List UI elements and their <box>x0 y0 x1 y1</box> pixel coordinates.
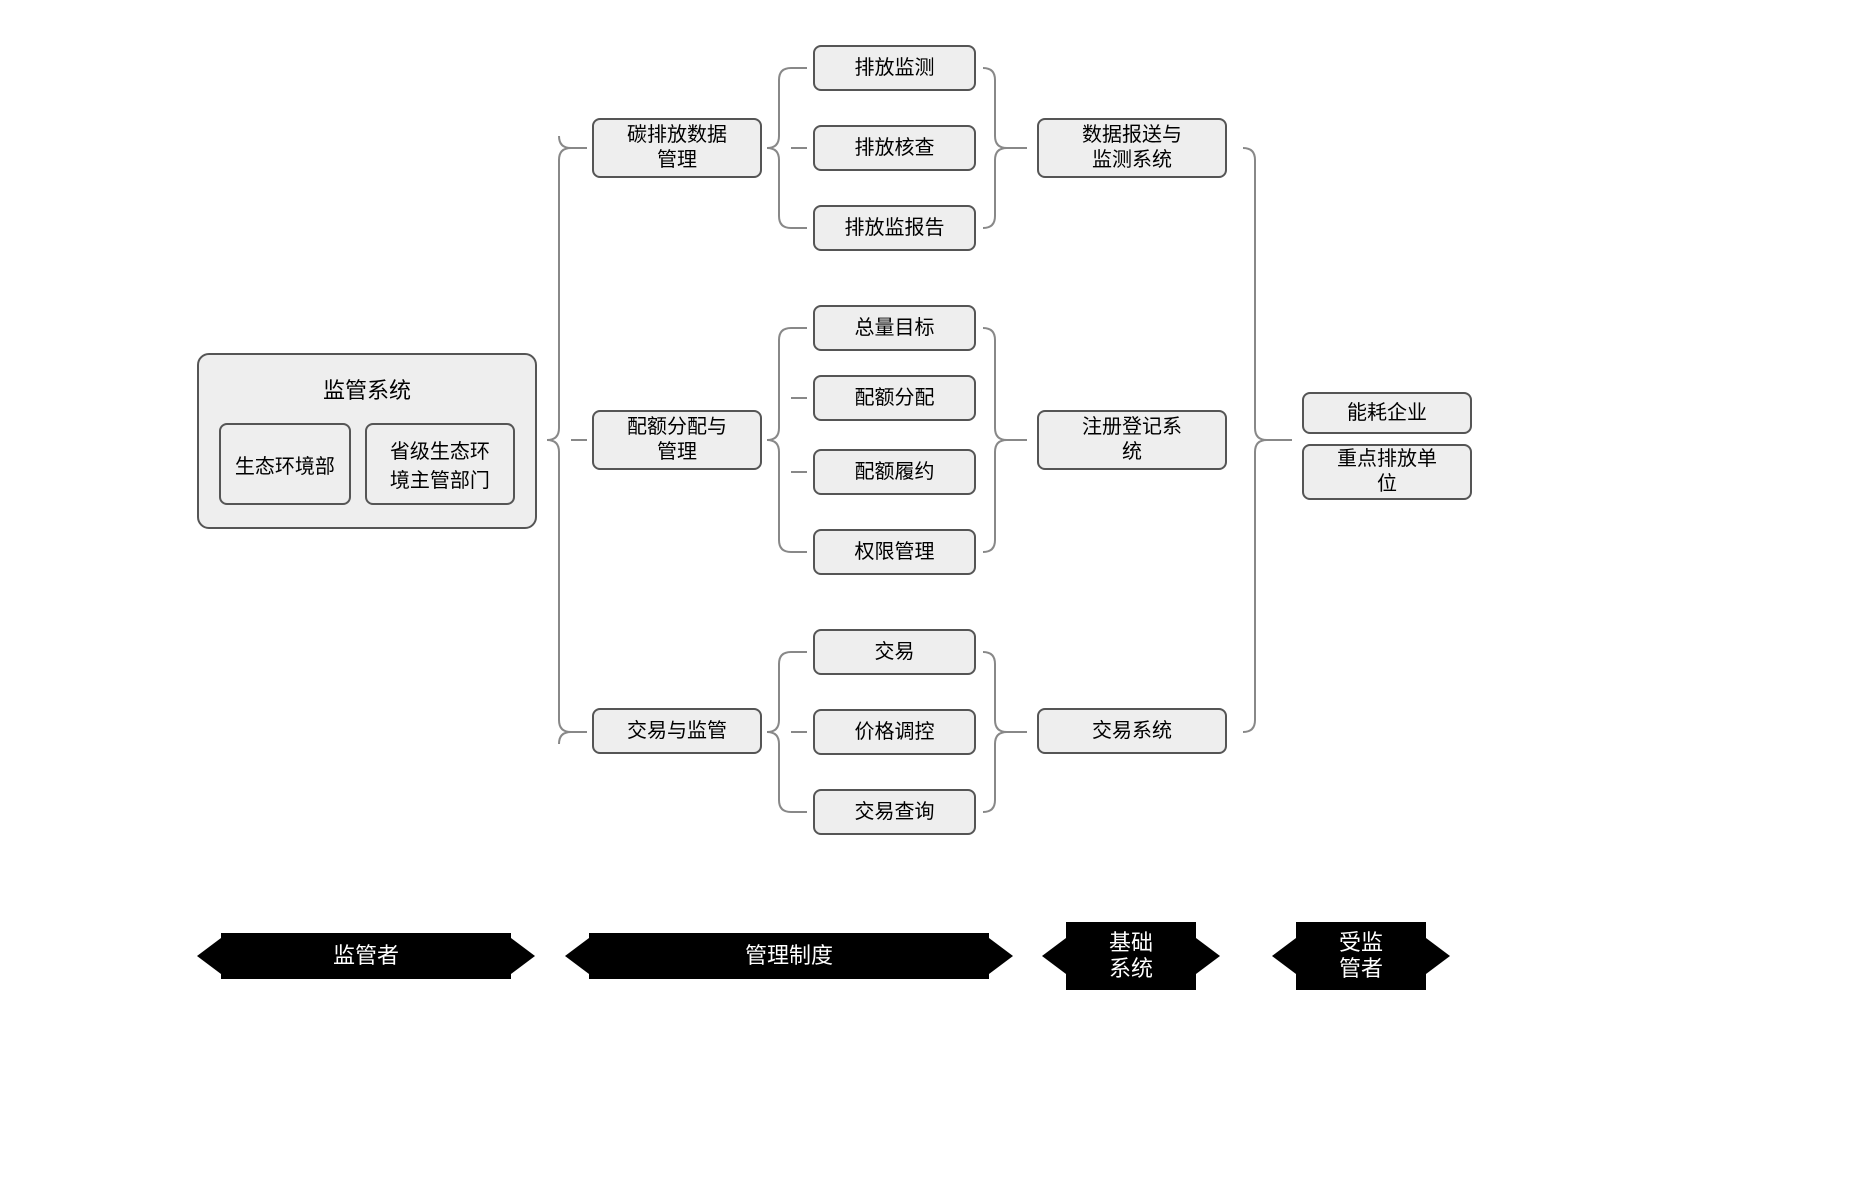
l4-data-report-system: 数据报送与 监测系统 <box>1037 118 1227 178</box>
l3-permission-mgmt: 权限管理 <box>813 529 976 575</box>
diagram-canvas: 监管系统 生态环境部 省级生态环 境主管部门 碳排放数据 管理 配额分配与 管理… <box>197 20 1657 1040</box>
l3-quota-compliance: 配额履约 <box>813 449 976 495</box>
l3-emission-report: 排放监报告 <box>813 205 976 251</box>
bottom-regulator: 监管者 <box>221 933 511 979</box>
arrow-left-icon <box>565 938 589 974</box>
l2-carbon-data-mgmt: 碳排放数据 管理 <box>592 118 762 178</box>
arrow-right-icon <box>1426 938 1450 974</box>
bottom-base-system: 基础 系统 <box>1066 922 1196 990</box>
l3-trade: 交易 <box>813 629 976 675</box>
arrow-right-icon <box>511 938 535 974</box>
bottom-supervised: 受监 管者 <box>1296 922 1426 990</box>
arrow-left-icon <box>197 938 221 974</box>
l4-register-system: 注册登记系 统 <box>1037 410 1227 470</box>
bottom-mgmt-system: 管理制度 <box>589 933 989 979</box>
l2-quota-mgmt: 配额分配与 管理 <box>592 410 762 470</box>
l3-quota-alloc: 配额分配 <box>813 375 976 421</box>
l3-trade-query: 交易查询 <box>813 789 976 835</box>
arrow-right-icon <box>989 938 1013 974</box>
l3-total-target: 总量目标 <box>813 305 976 351</box>
regulator-sub-2: 省级生态环 境主管部门 <box>365 423 515 505</box>
arrow-left-icon <box>1042 938 1066 974</box>
regulator-system-box: 监管系统 生态环境部 省级生态环 境主管部门 <box>197 353 537 529</box>
arrow-left-icon <box>1272 938 1296 974</box>
l3-emission-verify: 排放核查 <box>813 125 976 171</box>
l4-trade-system: 交易系统 <box>1037 708 1227 754</box>
l3-emission-monitor: 排放监测 <box>813 45 976 91</box>
regulator-title: 监管系统 <box>219 373 515 405</box>
regulator-sub-1: 生态环境部 <box>219 423 351 505</box>
l5-energy-enterprise: 能耗企业 <box>1302 392 1472 434</box>
l3-price-control: 价格调控 <box>813 709 976 755</box>
l2-trade-supervision: 交易与监管 <box>592 708 762 754</box>
arrow-right-icon <box>1196 938 1220 974</box>
l5-key-emission-unit: 重点排放单 位 <box>1302 444 1472 500</box>
